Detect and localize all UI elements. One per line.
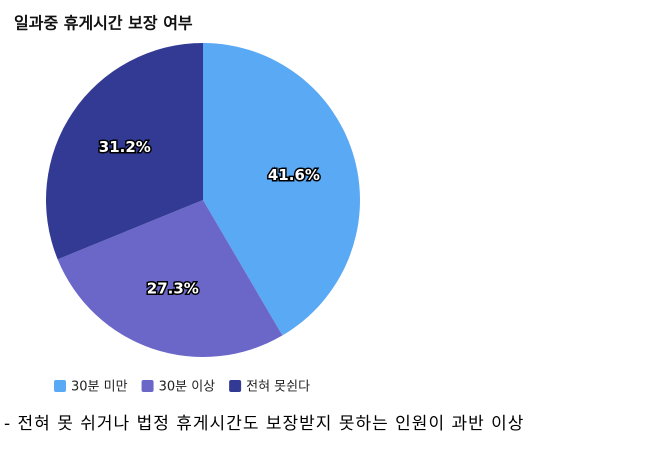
value-label: 27.3% [147,280,199,298]
value-label: 31.2% [99,138,151,156]
caption: - 전혀 못 쉬거나 법정 휴게시간도 보장받지 못하는 인원이 과반 이상 [4,414,524,434]
legend-swatch [54,380,66,392]
chart-title: 일과중 휴게시간 보장 여부 [14,14,193,33]
pie-slice [203,43,360,336]
legend-label: 30분 이상 [159,380,216,395]
legend-label: 30분 미만 [71,380,128,395]
legend-swatch [141,380,154,392]
legend-swatch [229,380,242,392]
pie-slice [46,43,204,260]
pie-slice [57,200,283,357]
value-label: 41.6% [268,166,320,184]
legend-label: 전혀 못쉰다 [246,380,310,395]
